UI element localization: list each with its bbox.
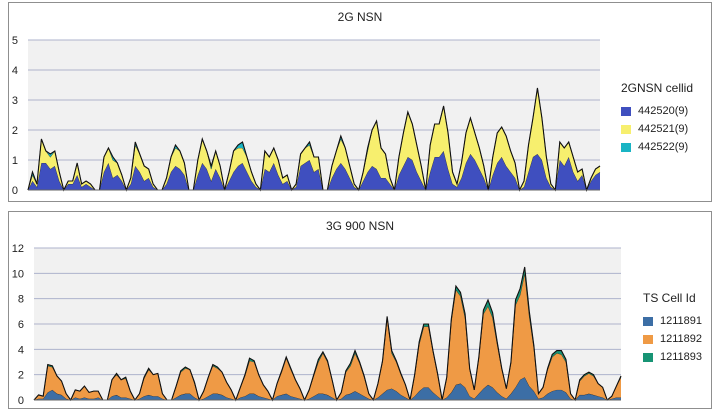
legend-item: 1211891 xyxy=(643,312,702,330)
legend-label: 442522(9) xyxy=(638,141,689,153)
y-tick-label: 12 xyxy=(12,243,24,255)
legend-title: TS Cell Id xyxy=(643,291,696,305)
y-tick-label: 6 xyxy=(18,319,24,331)
area-chart-3g-900: 0 2 4 6 8 10 12 xyxy=(12,243,622,407)
legend-label: 442520(9) xyxy=(638,105,689,117)
area-chart-2g: 0 1 2 3 4 5 xyxy=(12,35,601,197)
y-tick-label: 8 xyxy=(18,294,24,306)
legend-item: 1211892 xyxy=(643,330,702,348)
y-tick-label: 10 xyxy=(12,268,24,280)
y-tick-label: 4 xyxy=(12,65,18,77)
area-series xyxy=(34,273,621,400)
y-tick-label: 0 xyxy=(18,395,24,407)
y-tick-label: 5 xyxy=(12,35,18,47)
legend: TS Cell Id 1211891 1211892 1211893 xyxy=(643,291,702,366)
chart-title: 3G 900 NSN xyxy=(325,219,395,233)
area-series xyxy=(34,377,621,400)
legend-label: 1211893 xyxy=(660,351,703,363)
legend-item: 1211893 xyxy=(643,348,702,366)
y-tick-label: 4 xyxy=(18,344,24,356)
legend-swatch xyxy=(643,316,653,326)
stack-outline xyxy=(33,266,622,402)
legend-swatch xyxy=(643,334,653,344)
legend-swatch xyxy=(643,352,653,362)
legend-item: 442522(9) xyxy=(621,138,693,156)
y-tick-label: 2 xyxy=(12,125,18,137)
legend-item: 442520(9) xyxy=(621,102,693,120)
area-series xyxy=(28,151,600,190)
area-series xyxy=(28,88,600,190)
y-tick-label: 3 xyxy=(12,95,18,107)
stack-outline xyxy=(27,87,601,192)
legend-swatch xyxy=(621,142,631,152)
legend-item: 442521(9) xyxy=(621,120,693,138)
legend-swatch xyxy=(621,106,631,116)
y-tick-label: 0 xyxy=(12,185,18,197)
legend: 2GNSN cellid 442520(9) 442521(9) 442522(… xyxy=(621,81,693,156)
chart-panel-2g: 2G NSN 0 1 2 3 4 5 2GNSN cellid 442520(9) 442… xyxy=(8,2,712,202)
chart-title: 2G NSN xyxy=(337,10,383,24)
legend-label: 1211891 xyxy=(660,315,703,327)
legend-label: 442521(9) xyxy=(638,123,689,135)
y-tick-label: 1 xyxy=(12,155,18,167)
chart-panel-3g-900: 3G 900 NSN 0 2 4 6 8 10 12 TS Cell Id 1211891 … xyxy=(8,211,712,409)
y-tick-label: 2 xyxy=(18,370,24,382)
legend-swatch xyxy=(621,124,631,134)
legend-label: 1211892 xyxy=(660,333,703,345)
legend-title: 2GNSN cellid xyxy=(621,81,694,95)
